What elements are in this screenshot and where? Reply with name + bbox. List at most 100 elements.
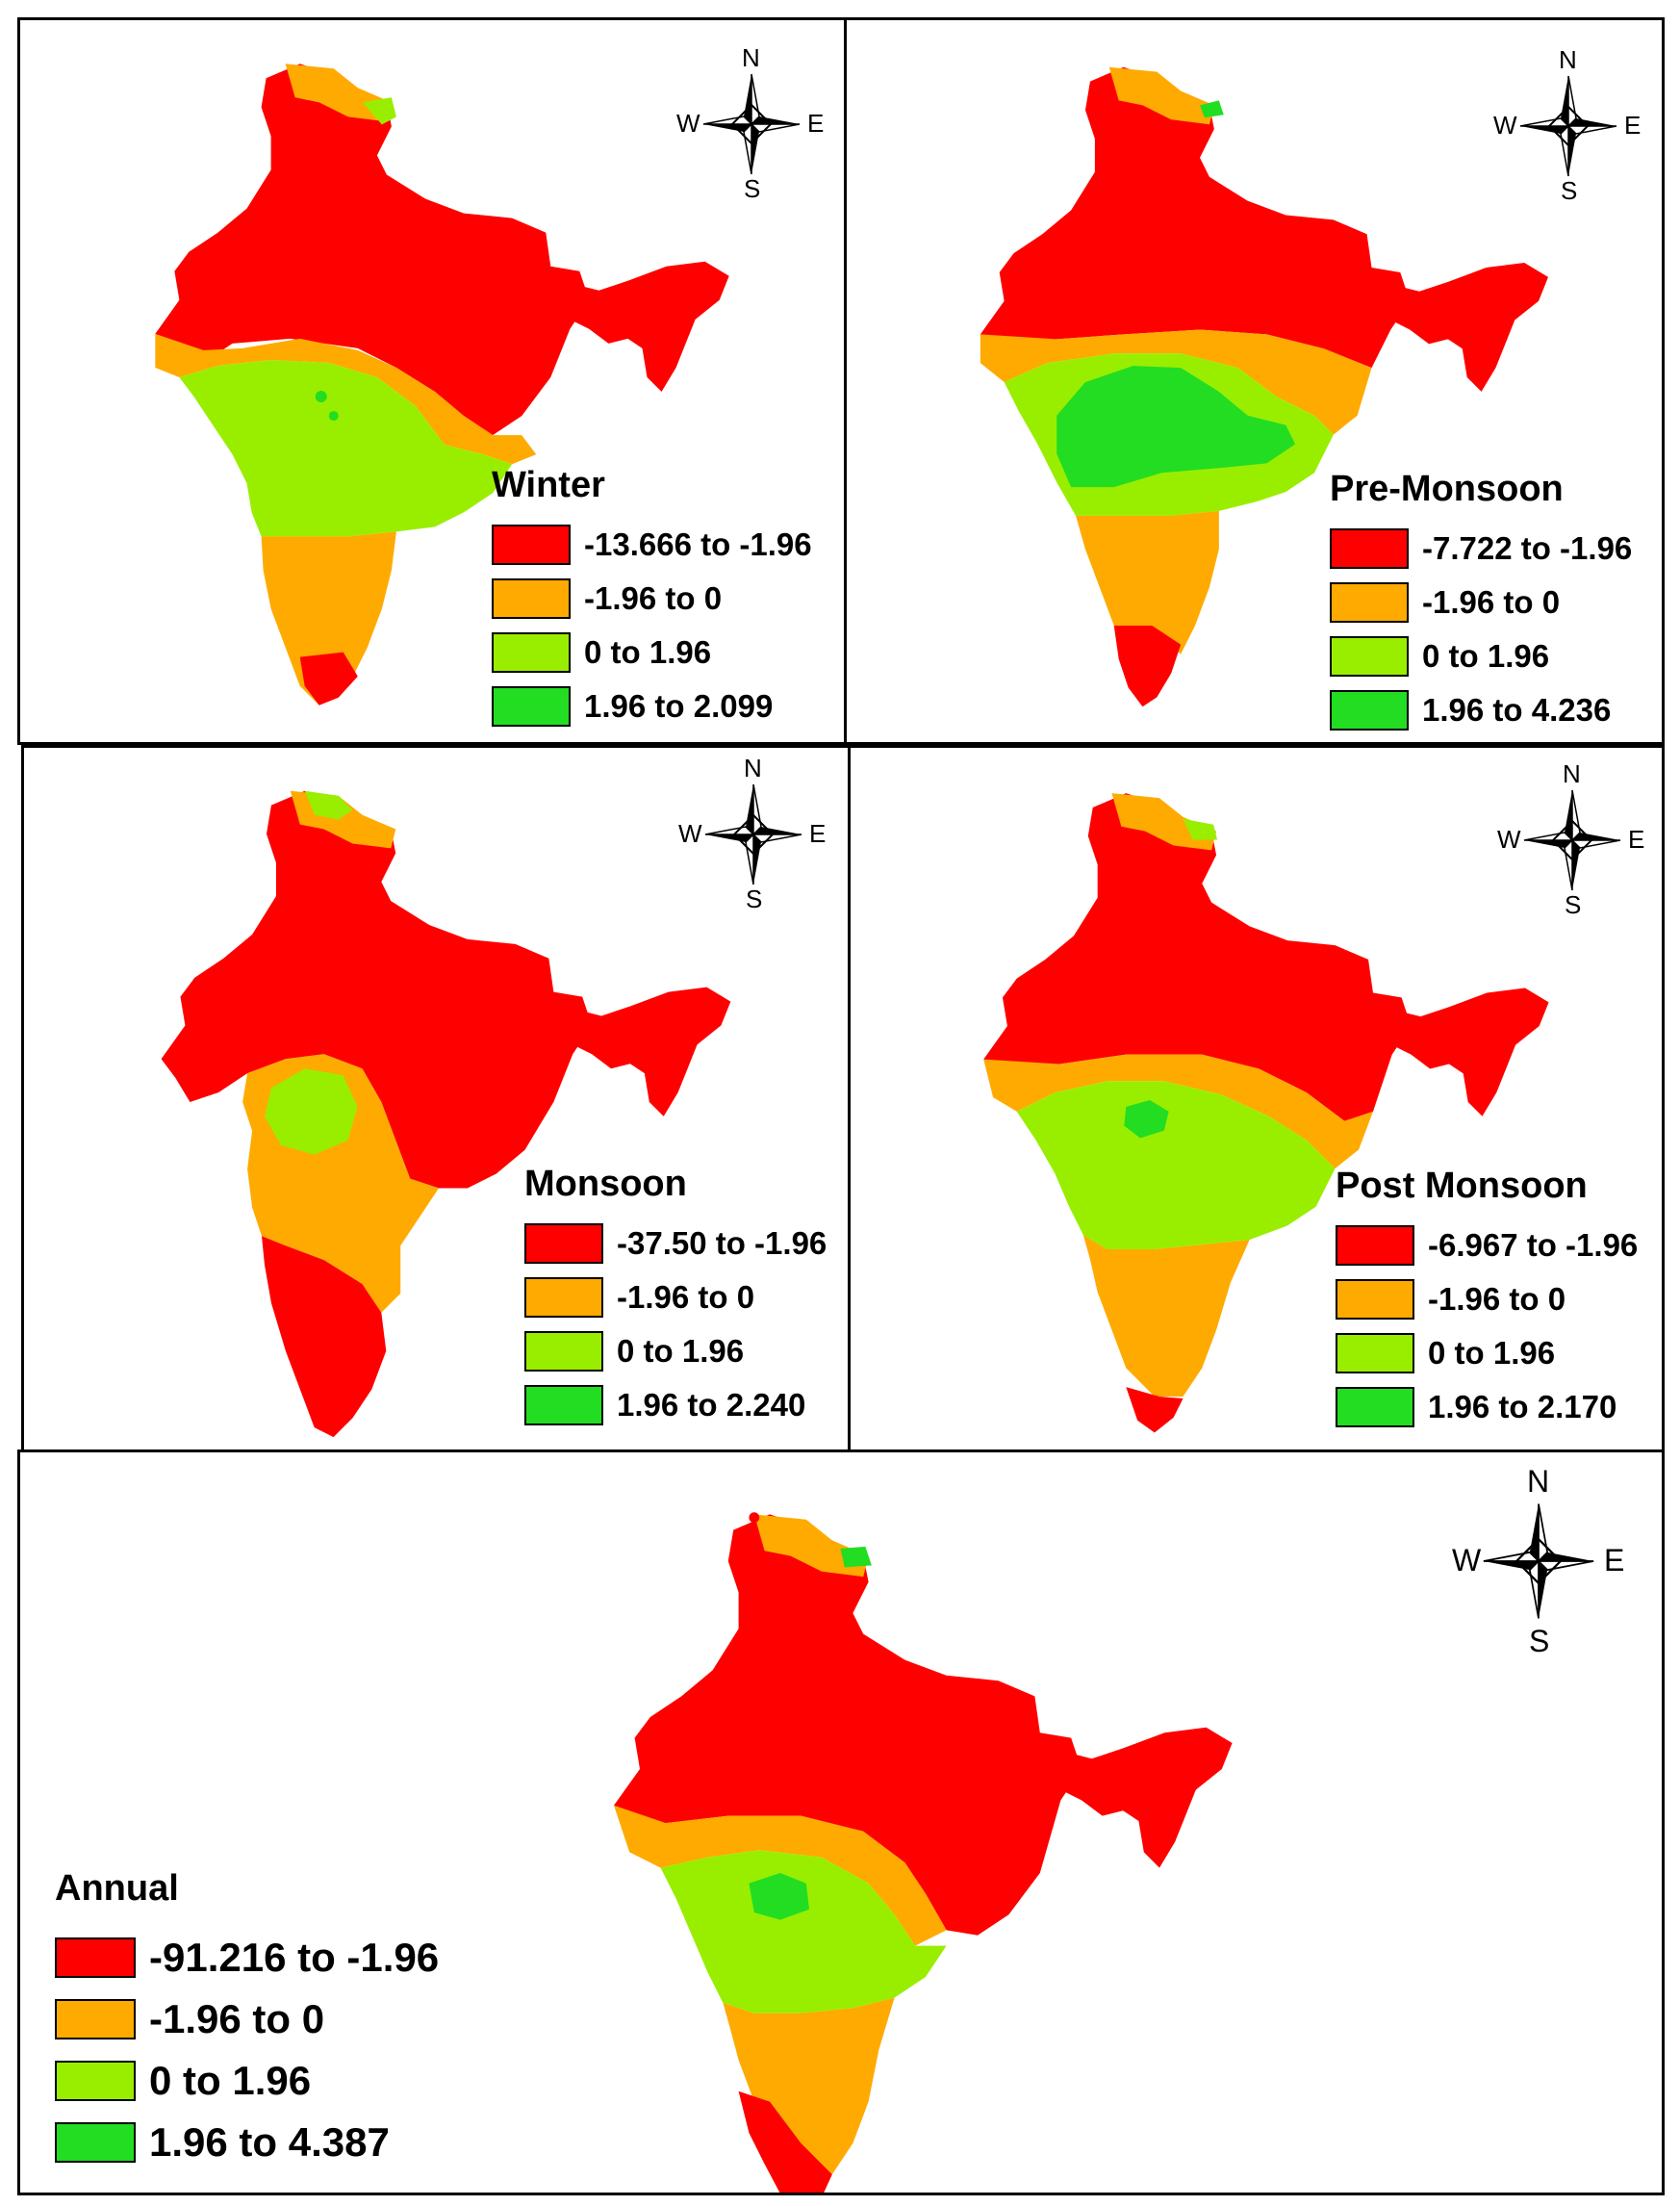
compass-e: E bbox=[1604, 1543, 1625, 1578]
legend-label: -1.96 to 0 bbox=[584, 580, 723, 616]
compass-w: W bbox=[1452, 1543, 1482, 1578]
legend-label: -1.96 to 0 bbox=[149, 1996, 325, 2041]
compass-n: N bbox=[742, 43, 760, 72]
legend-swatch-red bbox=[1336, 1225, 1414, 1266]
legend-title: Winter bbox=[492, 465, 605, 505]
compass-w: W bbox=[678, 819, 702, 848]
zone-red-northeast bbox=[553, 987, 731, 1116]
zone-red-main bbox=[161, 790, 593, 1189]
legend-swatch-green bbox=[1330, 690, 1409, 731]
compass-icon bbox=[702, 73, 801, 175]
compass-s: S bbox=[744, 174, 761, 203]
zone-orange-band bbox=[614, 1805, 947, 1946]
panel-premonsoon: N S W E Pre-Monsoon -7.722 to -1.96 -1.9… bbox=[844, 17, 1665, 745]
legend-label: 1.96 to 2.099 bbox=[584, 688, 774, 724]
legend-label: 0 to 1.96 bbox=[617, 1333, 745, 1369]
india-map-postmonsoon bbox=[983, 793, 1549, 1433]
panel-monsoon: N S W E Monsoon -37.50 to -1.96 -1.96 to… bbox=[21, 745, 851, 1453]
legend-label: -1.96 to 0 bbox=[1422, 584, 1561, 620]
compass-rose: N S W E bbox=[678, 754, 826, 913]
compass-s: S bbox=[1529, 1624, 1550, 1658]
india-map-winter bbox=[155, 64, 729, 705]
panel-winter: N S W E Winter -13.666 to -1.96 -1.96 to… bbox=[17, 17, 847, 745]
zone-red-north bbox=[980, 66, 1411, 369]
compass-icon bbox=[704, 783, 802, 885]
zone-green-central bbox=[1056, 366, 1296, 488]
zone-red-northeast bbox=[1039, 1727, 1233, 1868]
india-map-monsoon bbox=[161, 790, 731, 1438]
zone-orange-south bbox=[723, 1997, 895, 2175]
zone-lightgreen-north bbox=[362, 97, 396, 125]
legend-item: 0 to 1.96 bbox=[492, 626, 812, 680]
legend-item: 1.96 to 2.240 bbox=[524, 1378, 827, 1432]
india-map-premonsoon bbox=[980, 66, 1549, 707]
zone-orange-band bbox=[155, 333, 537, 465]
legend-swatch-lightgreen bbox=[1330, 636, 1409, 677]
zone-lightgreen-central bbox=[1016, 1081, 1336, 1250]
compass-w: W bbox=[676, 109, 700, 138]
legend-label: 0 to 1.96 bbox=[1428, 1335, 1556, 1371]
zone-green-central bbox=[749, 1873, 810, 1920]
legend-item: 0 to 1.96 bbox=[55, 2050, 439, 2112]
legend-swatch-red bbox=[492, 525, 571, 565]
legend-winter: Winter -13.666 to -1.96 -1.96 to 0 0 to … bbox=[492, 465, 812, 733]
zone-red-south bbox=[1113, 625, 1182, 707]
legend-swatch-orange bbox=[524, 1277, 603, 1318]
zone-red-northeast bbox=[550, 261, 729, 393]
compass-n: N bbox=[744, 754, 762, 782]
legend-item: -37.50 to -1.96 bbox=[524, 1217, 827, 1270]
compass-e: E bbox=[809, 819, 827, 848]
compass-n: N bbox=[1559, 45, 1577, 74]
compass-rose: N S W E bbox=[1452, 1464, 1624, 1658]
legend-label: 1.96 to 4.236 bbox=[1422, 692, 1612, 728]
legend-postmonsoon: Post Monsoon -6.967 to -1.96 -1.96 to 0 … bbox=[1336, 1166, 1638, 1434]
zone-orange-north bbox=[1111, 793, 1217, 851]
legend-label: -7.722 to -1.96 bbox=[1422, 530, 1633, 566]
legend-item: 1.96 to 4.387 bbox=[55, 2112, 439, 2173]
zone-lightgreen-central bbox=[179, 359, 513, 537]
compass-e: E bbox=[1628, 825, 1645, 854]
legend-swatch-green bbox=[492, 686, 571, 727]
legend-item: 0 to 1.96 bbox=[1330, 629, 1632, 683]
legend-title: Post Monsoon bbox=[1336, 1166, 1588, 1206]
legend-swatch-green bbox=[1336, 1387, 1414, 1427]
compass-w: W bbox=[1497, 825, 1521, 854]
legend-title: Pre-Monsoon bbox=[1330, 469, 1564, 509]
legend-item: -1.96 to 0 bbox=[55, 1988, 439, 2050]
legend-label: 0 to 1.96 bbox=[149, 2058, 312, 2103]
legend-label: 0 to 1.96 bbox=[1422, 638, 1550, 674]
zone-lightgreen-north bbox=[1183, 818, 1218, 840]
compass-icon bbox=[1519, 75, 1617, 177]
zone-red-north bbox=[614, 1514, 1082, 1936]
legend-item: -1.96 to 0 bbox=[524, 1270, 827, 1324]
zone-red-south bbox=[738, 2091, 832, 2193]
zone-green-north bbox=[840, 1546, 872, 1568]
compass-e: E bbox=[1624, 111, 1642, 140]
legend-item: 1.96 to 4.236 bbox=[1330, 683, 1632, 737]
legend-item: -13.666 to -1.96 bbox=[492, 518, 812, 572]
legend-item: -6.967 to -1.96 bbox=[1336, 1218, 1638, 1272]
zone-red-northeast bbox=[1372, 988, 1549, 1116]
zone-orange-south bbox=[261, 531, 396, 705]
legend-label: 1.96 to 2.170 bbox=[1428, 1389, 1617, 1424]
legend-item: 0 to 1.96 bbox=[1336, 1326, 1638, 1380]
zone-green-north bbox=[1199, 100, 1224, 118]
zone-orange-band bbox=[980, 329, 1372, 435]
legend-swatch-orange bbox=[1330, 582, 1409, 623]
legend-label: 1.96 to 2.240 bbox=[617, 1387, 806, 1423]
zone-red-south bbox=[262, 1236, 387, 1438]
legend-swatch-lightgreen bbox=[492, 632, 571, 673]
zone-red-north bbox=[155, 64, 590, 436]
legend-label: -1.96 to 0 bbox=[1428, 1281, 1566, 1317]
legend-swatch-orange bbox=[1336, 1279, 1414, 1320]
legend-title: Annual bbox=[55, 1868, 179, 1909]
legend-swatch-lightgreen bbox=[1336, 1333, 1414, 1373]
compass-n: N bbox=[1563, 759, 1581, 788]
legend-item: 1.96 to 2.099 bbox=[492, 680, 812, 733]
legend-swatch-green bbox=[524, 1385, 603, 1425]
legend-item: 1.96 to 2.170 bbox=[1336, 1380, 1638, 1434]
compass-s: S bbox=[1561, 176, 1578, 205]
legend-swatch-red bbox=[524, 1223, 603, 1264]
legend-annual: Annual -91.216 to -1.96 -1.96 to 0 0 to … bbox=[55, 1868, 439, 2173]
zone-orange-north bbox=[1108, 66, 1214, 125]
